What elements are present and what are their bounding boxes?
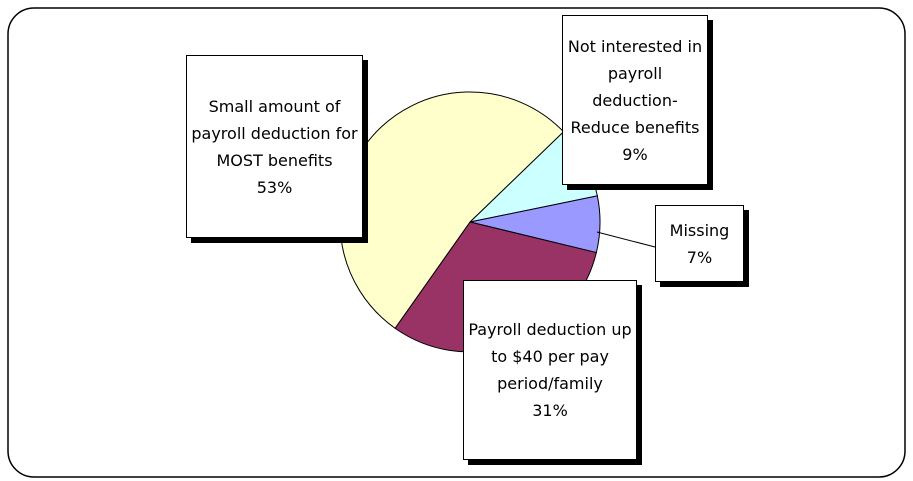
category-name: Not interested in payroll deduction-Redu… [567, 36, 703, 137]
category-name: Small amount of payroll deduction for MO… [191, 96, 358, 170]
slice-label: Payroll deduction up to $40 per pay peri… [463, 280, 637, 460]
value-label: 31% [532, 401, 568, 420]
slice-label: Missing 7% [655, 205, 744, 282]
slice-label: Not interested in payroll deduction-Redu… [562, 15, 708, 185]
category-name: Payroll deduction up to $40 per pay peri… [468, 320, 632, 393]
pie-slice [339, 91, 565, 329]
category-name: Missing [669, 220, 730, 240]
value-label: 9% [622, 144, 648, 164]
value-label: 7% [686, 247, 713, 267]
slice-label: Small amount of payroll deduction for MO… [186, 55, 363, 238]
leader-line [596, 231, 656, 248]
value-label: 53% [256, 177, 293, 197]
